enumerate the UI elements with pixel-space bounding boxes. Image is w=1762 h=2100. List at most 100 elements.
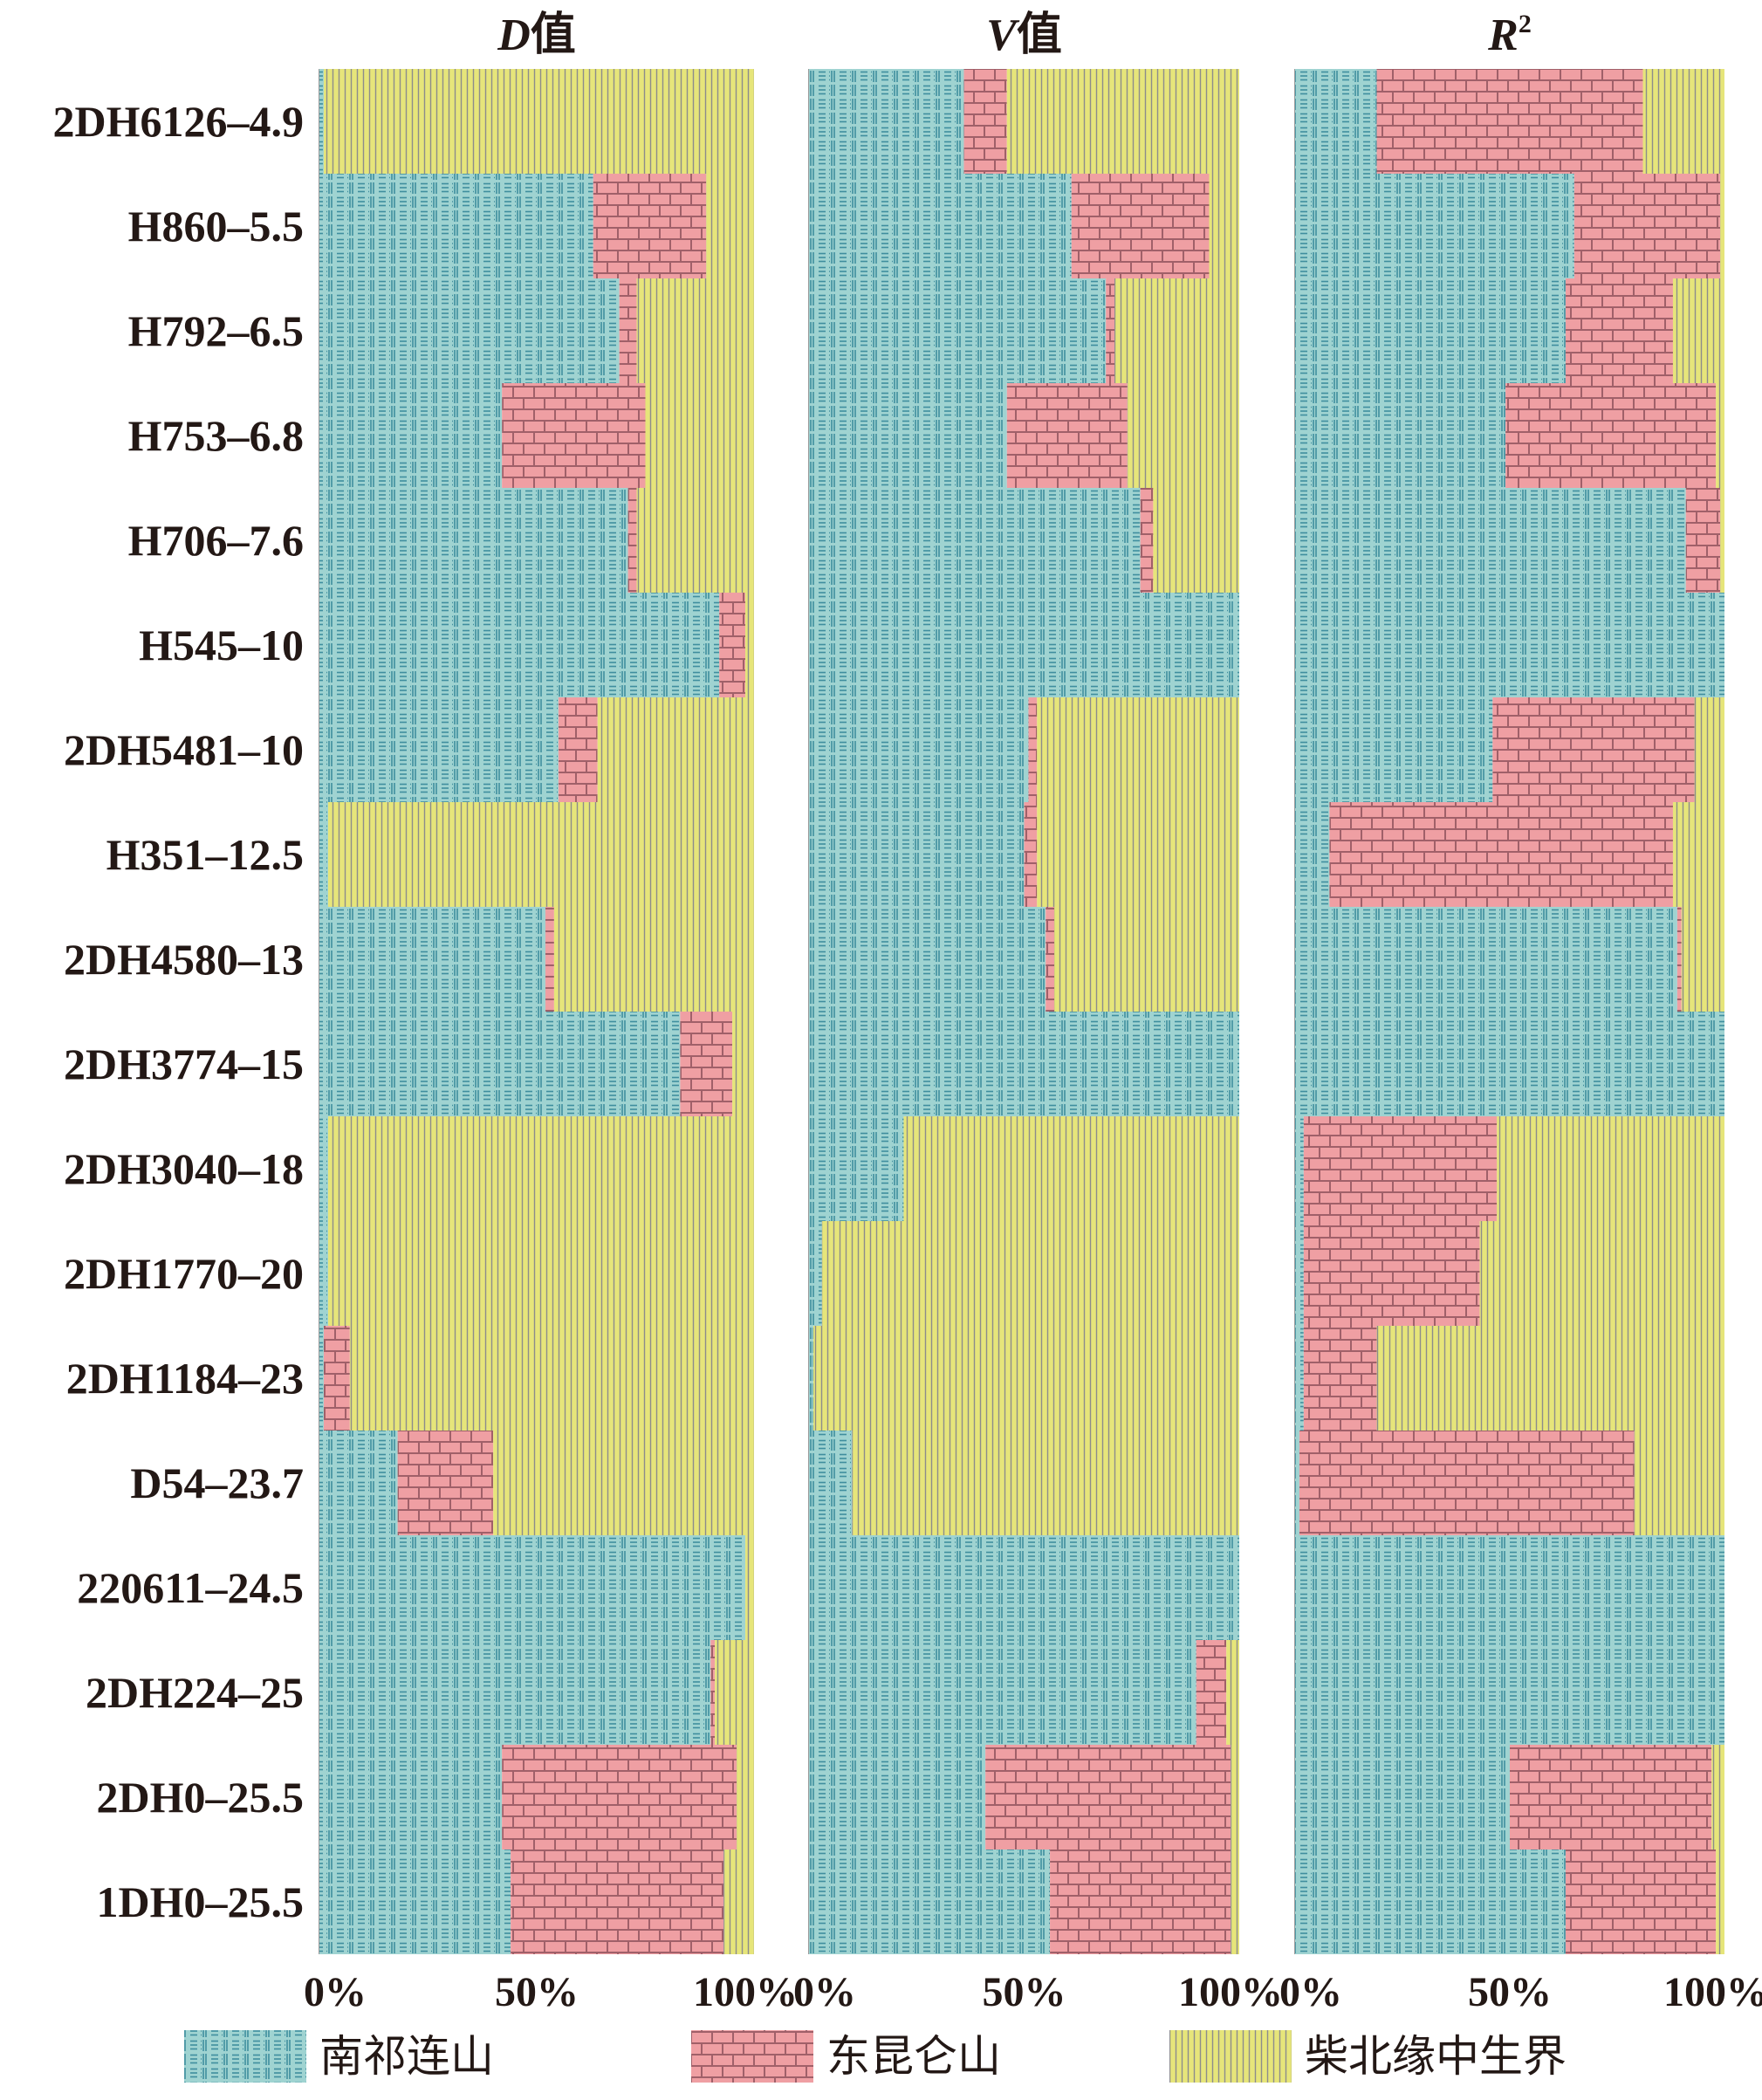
bar-segment bbox=[1295, 383, 1506, 488]
bar-segment bbox=[319, 1431, 398, 1535]
legend-label: 南祁连山 bbox=[319, 2031, 494, 2082]
bar-segment bbox=[319, 1326, 324, 1431]
bar-segment bbox=[812, 1326, 1239, 1431]
bar-segment bbox=[1295, 1012, 1724, 1116]
bar-segment bbox=[1295, 1431, 1299, 1535]
bar-segment bbox=[645, 383, 754, 488]
bar-segment bbox=[1376, 69, 1643, 174]
x-tick-label: 100% bbox=[693, 1969, 798, 2015]
bar-segment bbox=[809, 383, 1007, 488]
row-label: H706–7.6 bbox=[128, 516, 304, 565]
row-label: 2DH1770–20 bbox=[64, 1249, 304, 1298]
row-label: 2DH3774–15 bbox=[64, 1040, 304, 1088]
bar-segment bbox=[1295, 1326, 1304, 1431]
bar-segment bbox=[715, 1640, 754, 1745]
bar-segment bbox=[327, 1221, 754, 1326]
bar-segment bbox=[636, 488, 754, 593]
bar-segment bbox=[319, 1221, 328, 1326]
bar-segment bbox=[1642, 69, 1724, 174]
bar-segment bbox=[1492, 697, 1695, 802]
bar-segment bbox=[1685, 488, 1721, 593]
row-label: 220611–24.5 bbox=[77, 1563, 304, 1612]
bar-segment bbox=[737, 1745, 754, 1850]
bar-segment bbox=[511, 1850, 724, 1954]
bar-segment bbox=[719, 593, 746, 697]
bar-segment bbox=[1006, 69, 1239, 174]
bar-segment bbox=[1037, 802, 1239, 907]
row-label: 2DH224–25 bbox=[86, 1668, 304, 1717]
row-label: H753–6.8 bbox=[128, 411, 304, 460]
row-label: 2DH4580–13 bbox=[64, 935, 304, 984]
bar-segment bbox=[1720, 488, 1724, 593]
bar-segment bbox=[1295, 593, 1724, 697]
bar-segment bbox=[1024, 802, 1038, 907]
bar-segment bbox=[319, 1745, 503, 1850]
bar-segment bbox=[1681, 907, 1724, 1012]
bar-segment bbox=[319, 174, 593, 278]
legend-item: 南祁连山 bbox=[184, 2030, 494, 2083]
legend-swatch bbox=[1169, 2030, 1292, 2083]
x-tick-label: 0% bbox=[304, 1969, 367, 2015]
bar-segment bbox=[319, 278, 620, 383]
legend-label: 东昆仑山 bbox=[826, 2031, 1001, 2082]
panel-title: D值 bbox=[497, 10, 576, 60]
row-label: 2DH3040–18 bbox=[64, 1144, 304, 1193]
bar-segment bbox=[593, 174, 707, 278]
bar-segment bbox=[502, 1745, 737, 1850]
bar-segment bbox=[1716, 383, 1724, 488]
panel-3: R2 0% 50% 100% bbox=[1279, 10, 1762, 2015]
x-tick-label: 100% bbox=[1178, 1969, 1283, 2015]
bar-segment bbox=[1505, 383, 1717, 488]
row-label: H351–12.5 bbox=[106, 830, 304, 879]
bar-segment bbox=[1231, 1850, 1239, 1954]
bar-segment bbox=[349, 1326, 754, 1431]
row-label: 2DH1184–23 bbox=[66, 1354, 304, 1403]
bar-segment bbox=[493, 1431, 754, 1535]
bar-segment bbox=[903, 1116, 1239, 1221]
legend-item: 柴北缘中生界 bbox=[1169, 2030, 1567, 2083]
bar-segment bbox=[1071, 174, 1210, 278]
x-tick-label: 50% bbox=[983, 1969, 1066, 2015]
bar-segment bbox=[1006, 383, 1128, 488]
bar-segment bbox=[809, 278, 1107, 383]
row-label: H545–10 bbox=[139, 621, 304, 669]
bar-segment bbox=[319, 1012, 681, 1116]
bar-segment bbox=[1295, 174, 1574, 278]
bar-segment bbox=[397, 1431, 494, 1535]
row-label: 2DH6126–4.9 bbox=[53, 97, 305, 146]
bar-segment bbox=[1295, 1640, 1724, 1745]
x-tick-label: 50% bbox=[495, 1969, 579, 2015]
row-label: 1DH0–25.5 bbox=[97, 1877, 305, 1926]
bar-segment bbox=[1672, 278, 1724, 383]
bar-segment bbox=[1303, 1326, 1377, 1431]
bar-segment bbox=[1479, 1221, 1724, 1326]
bar-segment bbox=[1565, 1850, 1717, 1954]
bar-segment bbox=[1565, 278, 1673, 383]
bar-segment bbox=[1127, 383, 1239, 488]
bar-segment bbox=[319, 488, 628, 593]
bar-segment bbox=[809, 593, 1239, 697]
bar-segment bbox=[1231, 1745, 1239, 1850]
bar-segment bbox=[745, 593, 754, 697]
bar-segment bbox=[327, 802, 754, 907]
bar-segment bbox=[619, 278, 637, 383]
x-tick-label: 0% bbox=[1279, 1969, 1342, 2015]
bar-segment bbox=[852, 1431, 1239, 1535]
bar-segment bbox=[809, 1745, 986, 1850]
bar-segment bbox=[809, 488, 1141, 593]
bar-segment bbox=[558, 697, 598, 802]
bar-segment bbox=[319, 697, 559, 802]
bar-segment bbox=[1209, 174, 1239, 278]
bar-segment bbox=[1303, 1221, 1480, 1326]
bar-segment bbox=[1226, 1640, 1239, 1745]
legend-item: 东昆仑山 bbox=[691, 2030, 1001, 2083]
bar-segment bbox=[319, 383, 503, 488]
bar-segment bbox=[1573, 174, 1721, 278]
bar-segment bbox=[1329, 802, 1673, 907]
bar-segment bbox=[1028, 697, 1038, 802]
bar-segment bbox=[809, 907, 1046, 1012]
bar-segment bbox=[319, 69, 324, 174]
bar-segment bbox=[545, 907, 554, 1012]
bar-segment bbox=[723, 1850, 754, 1954]
bar-segment bbox=[1295, 488, 1686, 593]
